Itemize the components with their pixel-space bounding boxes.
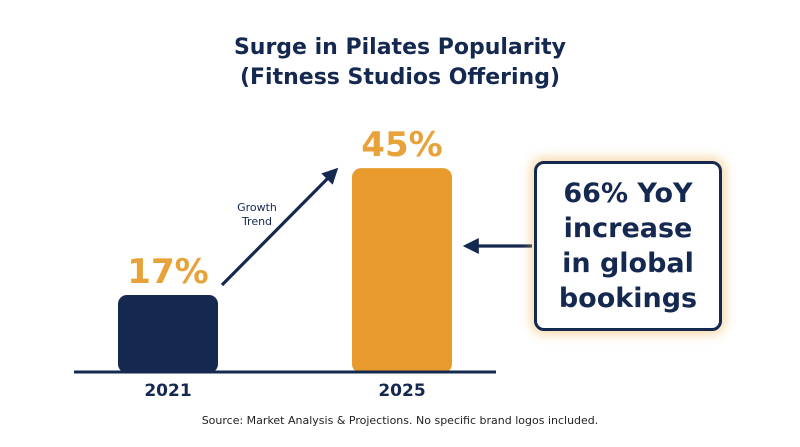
tick-label-2025: 2025 [378, 381, 425, 401]
bar-2021 [118, 294, 218, 373]
callout-box: 66% YoY increase in global bookings [534, 161, 722, 331]
tick-label-2021: 2021 [144, 381, 191, 401]
chart-title: Surge in Pilates Popularity [233, 35, 567, 60]
data-label-2021: 17% [127, 252, 208, 292]
callout-text: 66% YoY increase in global bookings [558, 178, 698, 314]
trend-label-line-2: Trend [241, 215, 272, 228]
bar-2025 [352, 168, 452, 373]
source-note: Source: Market Analysis & Projections. N… [201, 414, 599, 427]
trend-label-line-1: Growth [237, 201, 277, 214]
growth-trend-arrow [220, 167, 339, 287]
chart-subtitle: (Fitness Studios Offering) [239, 65, 561, 90]
data-label-2025: 45% [361, 125, 442, 165]
